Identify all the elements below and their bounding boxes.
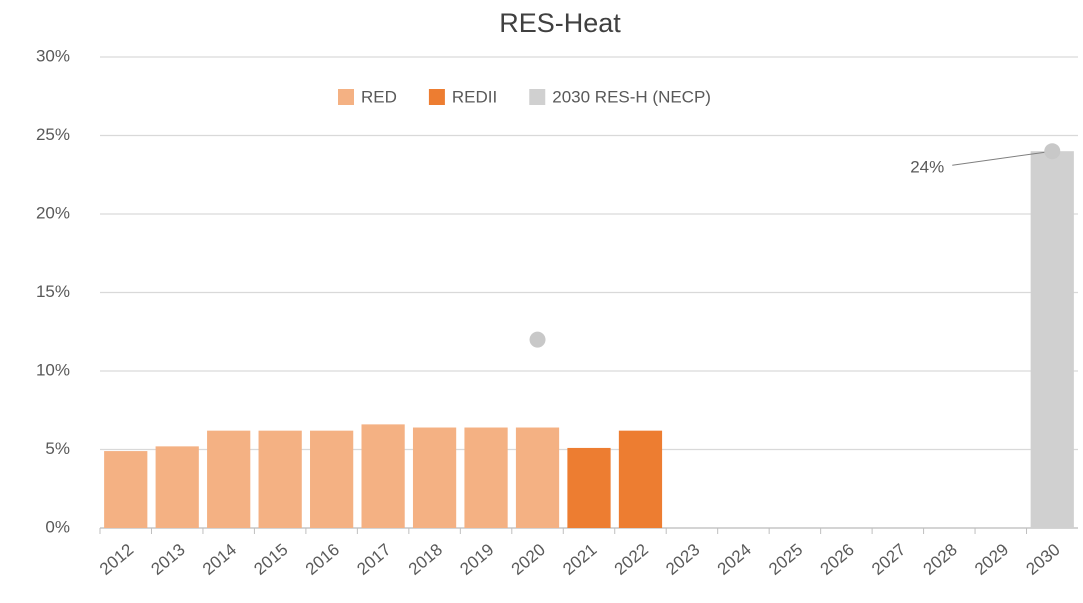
bar: [567, 447, 611, 528]
legend-swatch: [529, 89, 546, 105]
y-tick-label: 15%: [36, 282, 70, 301]
y-tick-label: 5%: [45, 439, 70, 458]
bar: [1030, 151, 1074, 528]
legend-label: 2030 RES-H (NECP): [552, 87, 711, 106]
bar: [104, 451, 148, 528]
bar: [258, 430, 302, 528]
bar: [155, 446, 199, 528]
x-tick-label: 2018: [405, 540, 446, 579]
legend-swatch: [338, 89, 354, 105]
x-tick-label: 2015: [250, 540, 291, 579]
x-tick-label: 2025: [765, 540, 806, 579]
y-tick-label: 25%: [36, 125, 70, 144]
x-tick-label: 2022: [611, 540, 652, 579]
label-leader: [952, 150, 1053, 166]
legend-swatch: [428, 89, 445, 105]
legend-label: RED: [361, 87, 397, 106]
x-tick-label: 2012: [96, 540, 137, 579]
x-tick-label: 2024: [714, 540, 755, 579]
trend-point: [1044, 143, 1061, 160]
x-tick-label: 2030: [1023, 540, 1064, 579]
x-tick-label: 2023: [662, 540, 703, 579]
y-tick-label: 30%: [36, 46, 70, 65]
y-tick-label: 0%: [45, 517, 70, 536]
x-tick-label: 2016: [302, 540, 343, 579]
y-tick-label: 20%: [36, 203, 70, 222]
bar: [310, 430, 354, 528]
trend-point: [529, 331, 546, 348]
legend-label: REDII: [452, 87, 497, 106]
x-tick-label: 2017: [353, 540, 394, 579]
x-tick-label: 2029: [971, 540, 1012, 579]
bar: [361, 424, 405, 528]
x-tick-label: 2020: [508, 540, 549, 579]
chart-title: RES-Heat: [499, 8, 621, 38]
x-tick-label: 2028: [920, 540, 961, 579]
x-tick-label: 2027: [868, 540, 909, 579]
bar: [412, 427, 457, 528]
x-tick-label: 2013: [147, 540, 188, 579]
x-tick-label: 2014: [199, 540, 240, 579]
x-tick-label: 2026: [817, 540, 858, 579]
bar: [618, 430, 663, 528]
data-label: 24%: [910, 158, 944, 177]
x-tick-label: 2019: [456, 540, 497, 579]
y-tick-label: 10%: [36, 360, 70, 379]
bar: [207, 430, 251, 528]
bar: [464, 427, 508, 528]
x-tick-label: 2021: [559, 540, 600, 579]
bar: [515, 427, 560, 528]
